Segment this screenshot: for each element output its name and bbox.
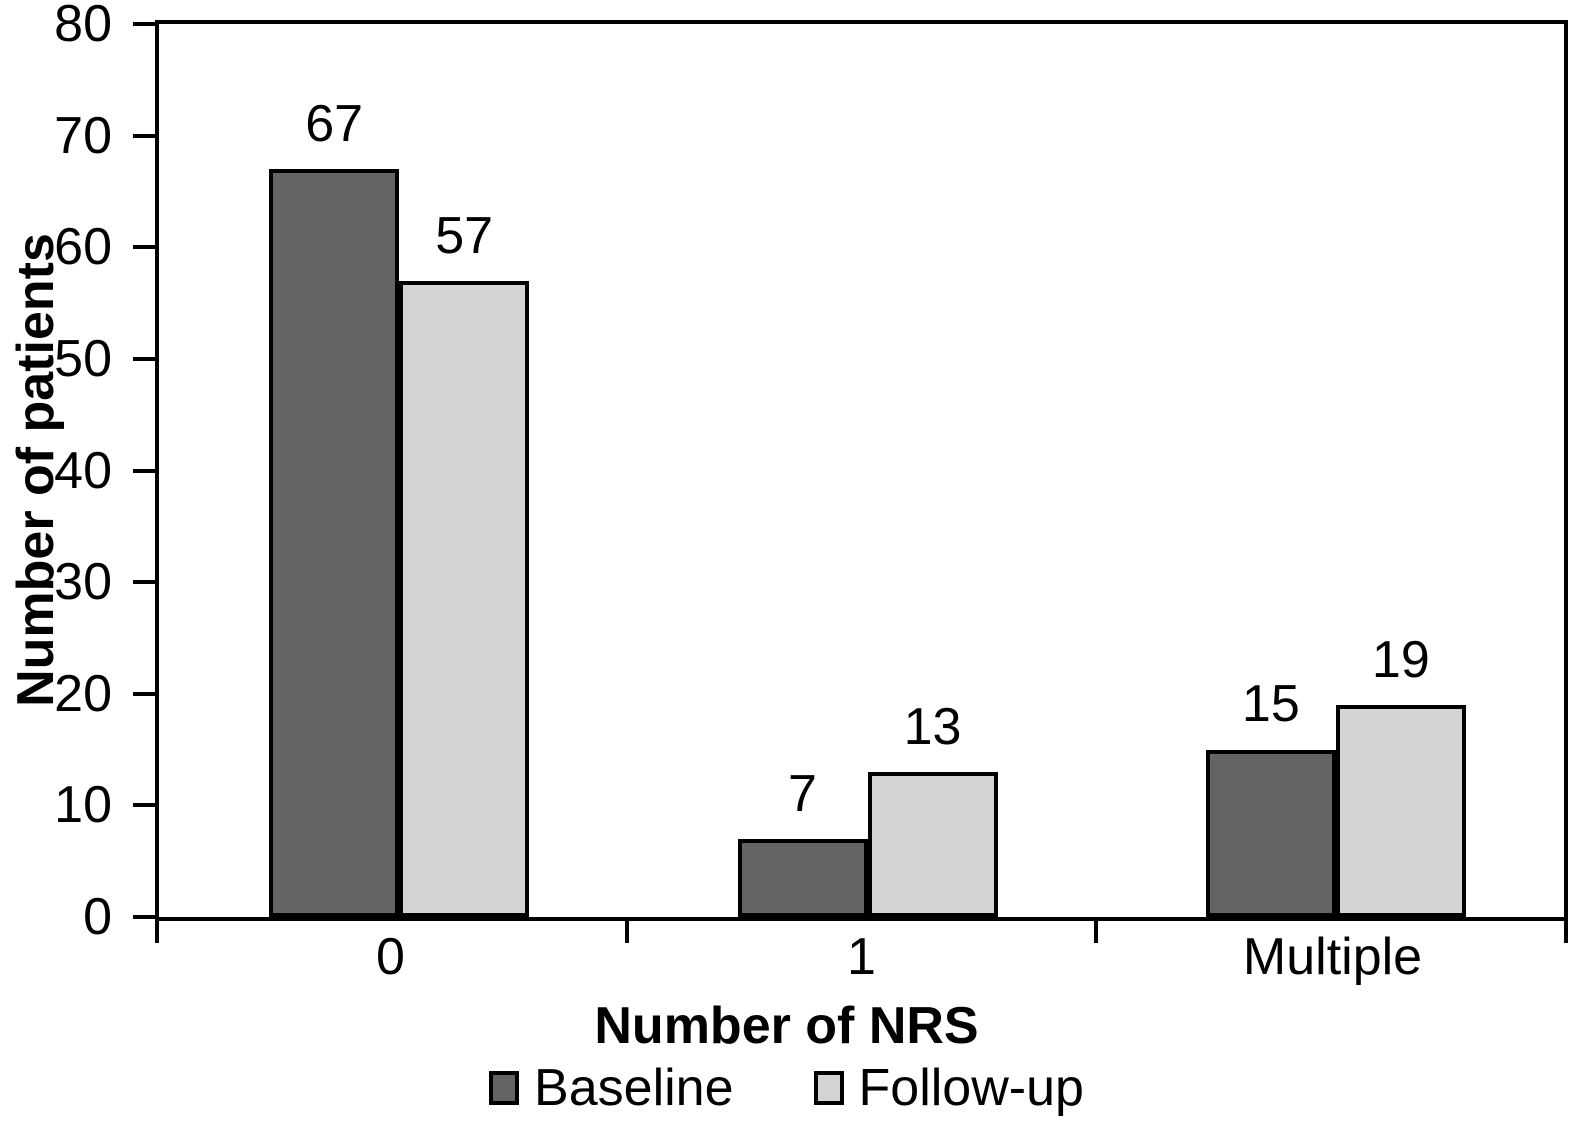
legend-swatch-baseline xyxy=(489,1071,520,1105)
legend-label-follow-up: Follow-up xyxy=(858,1059,1084,1117)
y-tick-label-10: 10 xyxy=(54,776,112,835)
x-tick-3 xyxy=(1564,919,1568,943)
y-tick-40 xyxy=(133,468,155,473)
legend-label-baseline: Baseline xyxy=(534,1059,734,1117)
legend-item-baseline: Baseline xyxy=(489,1058,734,1118)
x-tick-0 xyxy=(155,919,159,943)
x-category-0: 0 xyxy=(376,928,405,986)
y-tick-80 xyxy=(133,22,155,26)
x-category-1: 1 xyxy=(847,928,876,986)
bar-follow-up-1 xyxy=(867,771,998,917)
y-tick-30 xyxy=(133,580,155,585)
y-tick-50 xyxy=(133,356,155,361)
y-tick-0 xyxy=(133,915,155,919)
y-tick-label-80: 80 xyxy=(54,0,112,53)
bar-baseline-0 xyxy=(269,169,400,917)
y-tick-label-70: 70 xyxy=(54,106,112,165)
y-tick-10 xyxy=(133,803,155,808)
y-tick-60 xyxy=(133,245,155,250)
plot-area: 67 57 7 13 15 19 xyxy=(155,20,1568,921)
y-tick-label-30: 30 xyxy=(54,553,112,612)
bar-value-follow-up-1: 13 xyxy=(903,697,962,756)
bar-follow-up-0 xyxy=(399,280,530,917)
x-tick-2 xyxy=(1094,919,1099,943)
bar-follow-up-multiple xyxy=(1335,704,1466,917)
bar-baseline-1 xyxy=(737,838,868,917)
x-tick-1 xyxy=(624,919,629,943)
bar-baseline-multiple xyxy=(1205,749,1336,917)
y-tick-label-60: 60 xyxy=(54,218,112,277)
y-tick-20 xyxy=(133,691,155,696)
bar-value-baseline-1: 7 xyxy=(788,764,817,823)
bar-value-follow-up-0: 57 xyxy=(435,206,494,265)
y-tick-label-0: 0 xyxy=(83,888,112,946)
y-tick-label-50: 50 xyxy=(54,329,112,388)
y-tick-70 xyxy=(133,133,155,138)
y-tick-label-40: 40 xyxy=(54,441,112,500)
x-category-multiple: Multiple xyxy=(1242,928,1423,986)
bar-value-follow-up-multiple: 19 xyxy=(1371,630,1430,689)
legend: Baseline Follow-up xyxy=(0,1058,1573,1118)
bar-value-baseline-multiple: 15 xyxy=(1241,675,1300,734)
bar-value-baseline-0: 67 xyxy=(305,94,364,153)
legend-swatch-follow-up xyxy=(813,1071,844,1105)
legend-item-follow-up: Follow-up xyxy=(813,1058,1084,1118)
y-tick-label-20: 20 xyxy=(54,664,112,723)
x-axis-title: Number of NRS xyxy=(594,997,979,1055)
